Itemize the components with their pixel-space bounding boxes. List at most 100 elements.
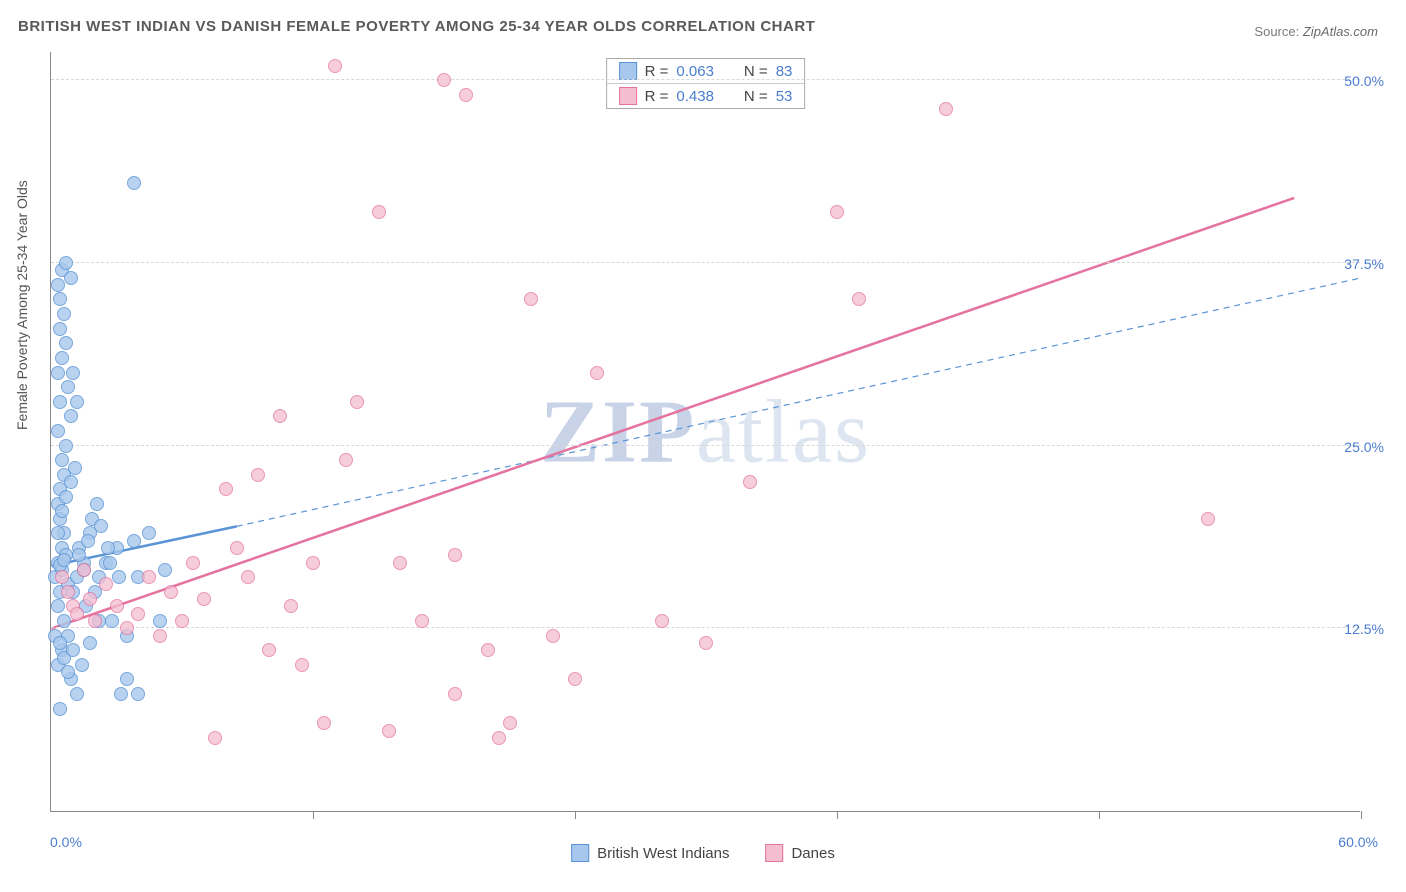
data-point [55,453,69,467]
data-point [939,102,953,116]
data-point [70,687,84,701]
data-point [197,592,211,606]
legend-r-label: R = [645,88,669,105]
data-point [459,88,473,102]
data-point [219,482,233,496]
trend-lines-layer [51,52,1360,811]
data-point [59,336,73,350]
data-point [83,636,97,650]
data-point [186,556,200,570]
data-point [59,490,73,504]
data-point [99,577,113,591]
data-point [112,570,126,584]
data-point [546,629,560,643]
x-tick-label: 60.0% [1338,834,1378,850]
watermark: ZIPatlas [540,380,871,483]
x-tick [1099,811,1100,819]
source-link[interactable]: ZipAtlas.com [1303,24,1378,39]
data-point [284,599,298,613]
data-point [51,599,65,613]
data-point [153,629,167,643]
legend-swatch [765,844,783,862]
data-point [317,716,331,730]
data-point [51,424,65,438]
data-point [743,475,757,489]
legend-n-value: 53 [776,88,793,105]
source-attribution: Source: ZipAtlas.com [1254,24,1378,39]
data-point [131,607,145,621]
data-point [142,526,156,540]
data-point [81,534,95,548]
y-tick-label: 50.0% [1344,73,1384,89]
legend-swatch [571,844,589,862]
data-point [66,643,80,657]
data-point [110,599,124,613]
legend-swatch [619,62,637,80]
data-point [448,687,462,701]
data-point [175,614,189,628]
y-tick-label: 12.5% [1344,621,1384,637]
data-point [328,59,342,73]
data-point [852,292,866,306]
data-point [1201,512,1215,526]
data-point [524,292,538,306]
data-point [72,548,86,562]
data-point [83,592,97,606]
legend-n-label: N = [744,88,768,105]
x-tick [313,811,314,819]
data-point [94,519,108,533]
chart-title: BRITISH WEST INDIAN VS DANISH FEMALE POV… [18,18,815,35]
data-point [61,665,75,679]
data-point [262,643,276,657]
x-tick [837,811,838,819]
data-point [120,621,134,635]
data-point [103,556,117,570]
data-point [57,553,71,567]
correlation-legend: R = 0.063N = 83R = 0.438N = 53 [606,58,806,109]
legend-r-value: 0.438 [676,88,714,105]
data-point [503,716,517,730]
data-point [53,636,67,650]
legend-series-name: Danes [791,845,834,862]
data-point [415,614,429,628]
data-point [251,468,265,482]
data-point [70,607,84,621]
data-point [75,658,89,672]
legend-swatch [619,87,637,105]
data-point [51,526,65,540]
data-point [53,395,67,409]
data-point [127,176,141,190]
data-point [158,563,172,577]
data-point [127,534,141,548]
data-point [295,658,309,672]
gridline-h [51,262,1360,263]
data-point [88,614,102,628]
data-point [448,548,462,562]
legend-item: British West Indians [571,844,729,862]
y-tick-label: 25.0% [1344,439,1384,455]
data-point [273,409,287,423]
legend-item: Danes [765,844,834,862]
data-point [59,256,73,270]
data-point [61,585,75,599]
legend-n-value: 83 [776,63,793,80]
data-point [142,570,156,584]
data-point [59,439,73,453]
data-point [70,395,84,409]
source-label: Source: [1254,24,1299,39]
data-point [393,556,407,570]
data-point [51,278,65,292]
data-point [66,366,80,380]
data-point [437,73,451,87]
x-tick [1361,811,1362,819]
data-point [101,541,115,555]
data-point [57,614,71,628]
series-legend: British West Indians Danes [571,844,835,862]
legend-r-label: R = [645,63,669,80]
data-point [64,271,78,285]
data-point [77,563,91,577]
data-point [382,724,396,738]
data-point [68,461,82,475]
data-point [208,731,222,745]
data-point [590,366,604,380]
